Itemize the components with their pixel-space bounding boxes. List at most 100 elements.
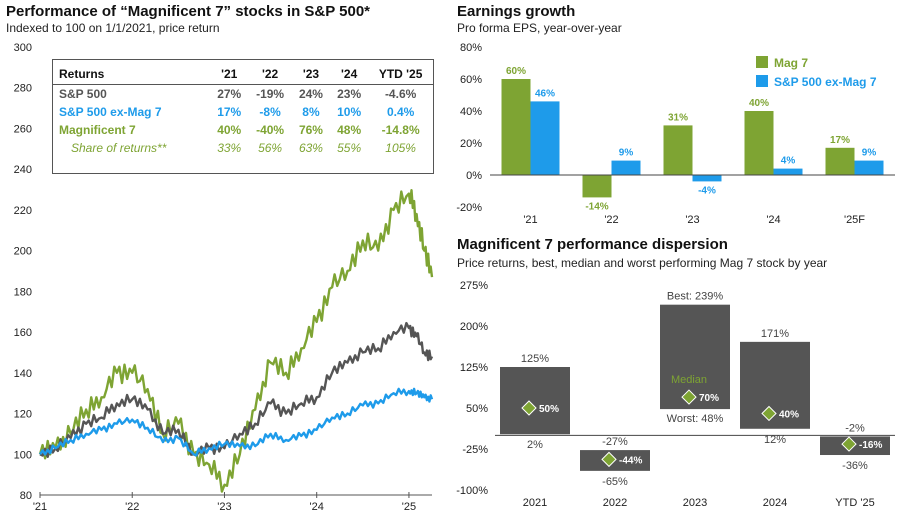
earnings-bar-chart: 80% 60% 40% 20% 0% -20% 60% 46% '21 -14% 9% '22 31% -… — [456, 42, 895, 226]
data-label: 9% — [862, 148, 877, 159]
x-tick-label: '25 — [402, 501, 416, 513]
y-tick-label: -25% — [462, 444, 488, 456]
left-chart-subtitle: Indexed to 100 on 1/1/2021, price return — [6, 21, 220, 35]
bar-mag7 — [582, 175, 612, 198]
y-tick-label: 200 — [14, 246, 32, 258]
performance-line-chart: 80100120140160180200220240260280300'21'2… — [14, 42, 434, 513]
table-cell: 105% — [385, 141, 416, 155]
y-tick-label: 125% — [460, 362, 488, 374]
y-tick-label: 50% — [466, 403, 488, 415]
median-label: 40% — [779, 409, 799, 420]
best-label: 171% — [761, 328, 789, 340]
series-line-magnificent-7 — [38, 189, 434, 493]
x-tick-label: YTD '25 — [835, 497, 874, 509]
returns-header-label: Returns — [53, 66, 211, 85]
worst-label: 12% — [764, 434, 786, 446]
median-marker — [761, 405, 777, 422]
returns-header-2023: '23 — [291, 66, 331, 85]
worst-annotation: Worst: 48% — [667, 413, 724, 425]
bar-mag7 — [744, 111, 774, 175]
y-tick-label: 80% — [460, 42, 482, 54]
data-label: 31% — [668, 112, 688, 123]
table-cell: -8% — [259, 105, 281, 119]
y-tick-label: 40% — [460, 106, 482, 118]
data-label: 9% — [619, 148, 634, 159]
table-row-mag7: Magnificent 7 40% -40% 76% 48% -14.8% — [53, 121, 433, 139]
bar-ex-mag7 — [773, 168, 803, 175]
table-cell: -14.8% — [381, 123, 420, 137]
table-cell: 56% — [258, 141, 283, 155]
best-label: -2% — [845, 422, 865, 434]
returns-header-ytd2025: YTD '25 — [368, 66, 433, 85]
median-label: -16% — [859, 440, 882, 451]
x-tick-label: '21 — [33, 501, 47, 513]
y-tick-label: 100 — [14, 449, 32, 461]
dispersion-chart-subtitle: Price returns, best, median and worst pe… — [457, 256, 828, 270]
y-tick-label: 80 — [20, 490, 32, 502]
median-annotation: Median — [671, 374, 707, 386]
table-cell: 0.4% — [386, 105, 415, 119]
median-label: 50% — [539, 404, 559, 415]
x-tick-label: 2022 — [603, 497, 627, 509]
median-marker — [841, 436, 857, 452]
median-marker — [681, 389, 697, 405]
x-tick-label: '24 — [310, 501, 324, 513]
table-cell: 23% — [337, 87, 362, 101]
worst-label: 2% — [527, 439, 543, 451]
y-tick-label: 120 — [14, 409, 32, 421]
row-label: Magnificent 7 — [59, 123, 136, 137]
table-cell: 63% — [298, 141, 323, 155]
bar-ex-mag7 — [611, 160, 641, 175]
y-tick-label: -100% — [456, 485, 488, 497]
y-tick-label: -20% — [456, 202, 482, 214]
y-tick-label: 275% — [460, 280, 488, 292]
table-cell: 40% — [217, 123, 242, 137]
legend-label: S&P 500 ex-Mag 7 — [774, 75, 877, 89]
x-tick-label: '23 — [217, 501, 231, 513]
x-tick-label: '21 — [523, 214, 537, 226]
table-cell: 8% — [302, 105, 320, 119]
data-label: 4% — [781, 156, 796, 167]
table-cell: 27% — [217, 87, 242, 101]
y-tick-label: 200% — [460, 321, 488, 333]
best-annotation: Best: 239% — [667, 291, 723, 303]
legend-swatch — [756, 75, 768, 87]
median-label: 70% — [699, 393, 719, 404]
y-tick-label: 260 — [14, 123, 32, 135]
best-label: -27% — [602, 436, 628, 448]
y-tick-label: 280 — [14, 83, 32, 95]
returns-table: Returns '21 '22 '23 '24 YTD '25 S&P 500 … — [52, 59, 434, 174]
x-tick-label: '23 — [685, 214, 699, 226]
table-row-sp500-ex-mag7: S&P 500 ex-Mag 7 17% -8% 8% 10% 0.4% — [53, 103, 433, 121]
y-tick-label: 180 — [14, 286, 32, 298]
x-tick-label: '22 — [604, 214, 618, 226]
table-cell: 17% — [217, 105, 242, 119]
bar-ex-mag7 — [530, 101, 560, 175]
y-tick-label: 0% — [466, 170, 482, 182]
bar-ex-mag7 — [692, 175, 722, 182]
y-tick-label: 60% — [460, 74, 482, 86]
earnings-chart-subtitle: Pro forma EPS, year-over-year — [457, 21, 622, 35]
data-label: 46% — [535, 88, 555, 99]
table-cell: 10% — [337, 105, 362, 119]
worst-label: -65% — [602, 476, 628, 488]
median-label: -44% — [619, 455, 642, 466]
y-tick-label: 20% — [460, 138, 482, 150]
table-row-share-of-returns: Share of returns** 33% 56% 63% 55% 105% — [53, 139, 433, 157]
range-box — [500, 367, 570, 435]
data-label: 17% — [830, 135, 850, 146]
table-cell: 24% — [298, 87, 323, 101]
bar-mag7 — [663, 125, 693, 175]
range-box — [660, 304, 730, 410]
x-tick-label: 2023 — [683, 497, 707, 509]
table-row-sp500: S&P 500 27% -19% 24% 23% -4.6% — [53, 85, 433, 104]
y-tick-label: 220 — [14, 205, 32, 217]
table-cell: -4.6% — [384, 87, 417, 101]
legend-label: Mag 7 — [774, 56, 808, 70]
x-tick-label: 2021 — [523, 497, 547, 509]
returns-header-2021: '21 — [210, 66, 249, 85]
left-chart-title: Performance of “Magnificent 7” stocks in… — [6, 3, 371, 20]
legend-swatch — [756, 56, 768, 68]
row-label: Share of returns** — [71, 141, 167, 155]
